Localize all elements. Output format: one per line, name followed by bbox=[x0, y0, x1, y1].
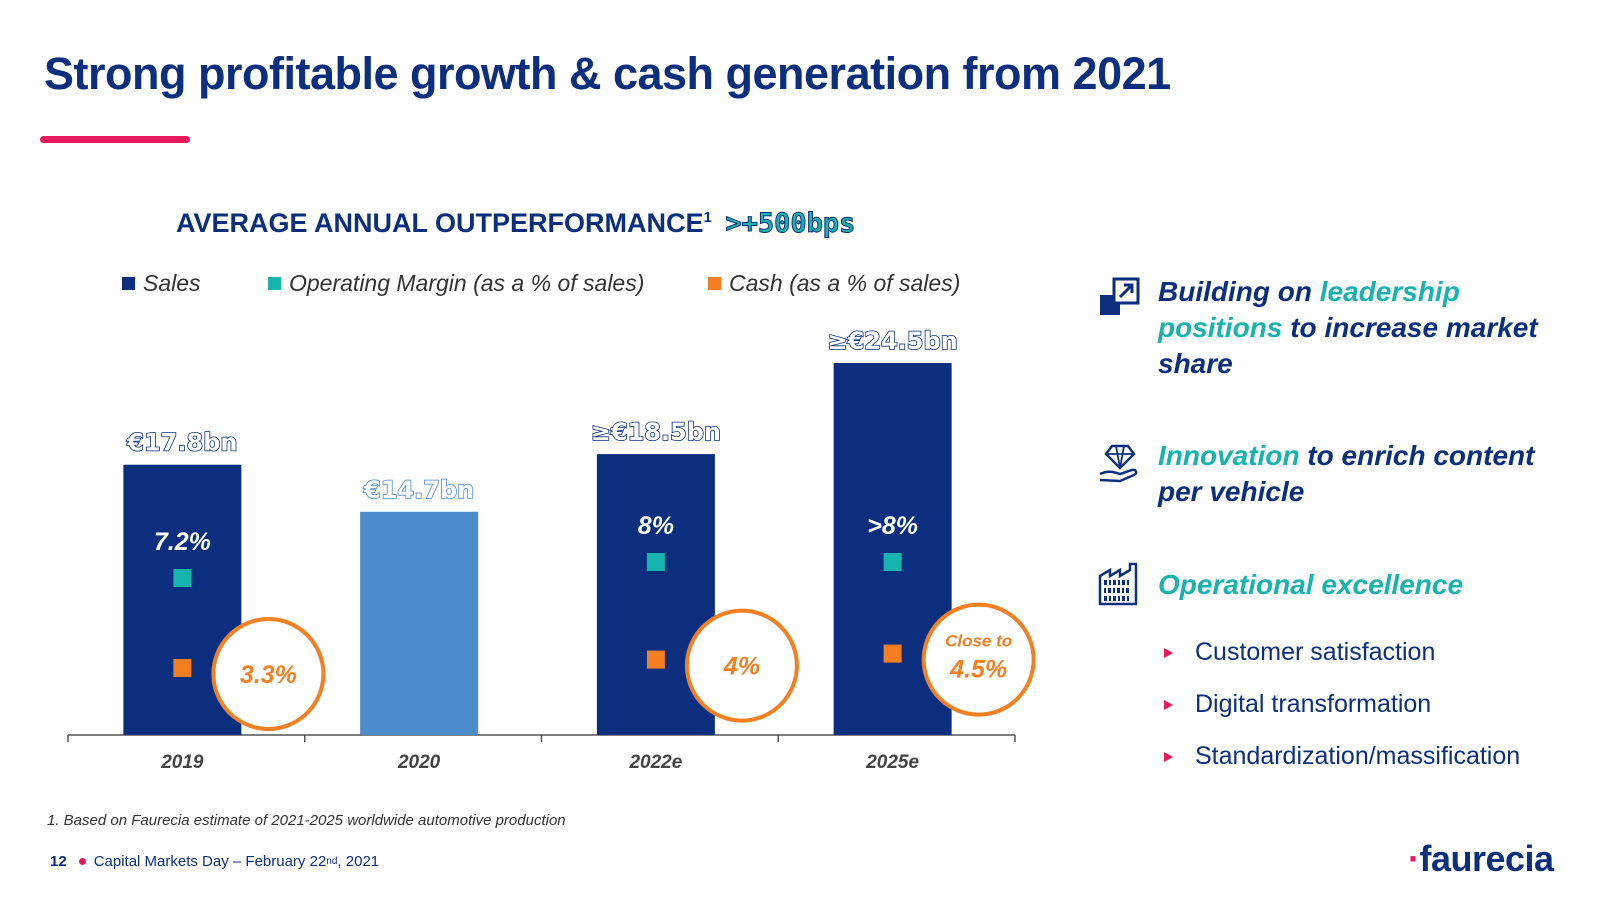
marker-cash bbox=[883, 644, 902, 663]
cash-callout-circle bbox=[921, 602, 1036, 717]
marker-cash bbox=[646, 650, 665, 669]
marker-cash bbox=[173, 659, 192, 677]
sales-data-label: ≥€18.5bn bbox=[591, 418, 721, 446]
cash-label-prefix: Close to bbox=[945, 632, 1012, 651]
bullet-standardization: Standardization/massification bbox=[1164, 742, 1520, 771]
title-underline bbox=[40, 136, 190, 143]
digital-factory-icon bbox=[1098, 562, 1138, 606]
page-title: Strong profitable growth & cash generati… bbox=[44, 48, 1171, 99]
marker-operating-margin bbox=[646, 553, 665, 571]
page-number: 12 bbox=[50, 853, 67, 870]
cash-callout-circle bbox=[211, 617, 326, 731]
bullet-triangle-icon bbox=[1164, 699, 1173, 710]
x-tick-label: 2022e bbox=[628, 752, 682, 773]
bar-sales-2020 bbox=[360, 511, 479, 735]
legend-label-operating-margin: Operating Margin (as a % of sales) bbox=[289, 270, 645, 296]
operating-margin-label: 8% bbox=[638, 512, 674, 540]
innovation-text-accent: Innovation bbox=[1158, 440, 1300, 471]
footer-text-tail: , 2021 bbox=[337, 853, 380, 870]
operating-margin-label: 7.2% bbox=[154, 528, 211, 556]
leadership-text-accent: leadership positions bbox=[1158, 276, 1460, 343]
footer-text-sup: nd bbox=[326, 856, 338, 867]
legend-swatch-cash bbox=[708, 277, 721, 290]
chart-heading-text: AVERAGE ANNUAL OUTPERFORMANCE bbox=[176, 208, 704, 238]
bullet-text: Standardization/massification bbox=[1195, 742, 1521, 770]
sales-data-label: ≥€24.5bn bbox=[827, 327, 957, 355]
legend-item-operating-margin: Operating Margin (as a % of sales) bbox=[268, 270, 644, 297]
faurecia-logo: ·faurecia bbox=[1408, 838, 1555, 879]
legend-swatch-operating-margin bbox=[268, 277, 281, 290]
chart-heading-highlight: >+500bps bbox=[725, 208, 856, 240]
marker-operating-margin bbox=[883, 553, 902, 571]
sales-bar-chart: €17.8bn 2019 7.2% 3.3% €14.7bn 2020 ≥€18.5bn 20… bbox=[67, 326, 1036, 773]
bullet-text: Customer satisfaction bbox=[1195, 638, 1436, 666]
sales-data-label: €17.8bn bbox=[126, 429, 237, 457]
chart-heading: AVERAGE ANNUAL OUTPERFORMANCE1 >+500bps bbox=[176, 208, 856, 240]
cash-data-label: 3.3% bbox=[240, 661, 297, 689]
cash-data-label: 4% bbox=[723, 653, 760, 681]
leadership-text-post: to increase market share bbox=[1158, 312, 1538, 379]
footnote: 1. Based on Faurecia estimate of 2021-20… bbox=[47, 812, 566, 829]
cash-data-label: 4.5% bbox=[949, 656, 1007, 684]
leadership-text-pre: Building on bbox=[1158, 276, 1320, 307]
x-tick-label: 2025e bbox=[865, 752, 919, 773]
legend-item-cash: Cash (as a % of sales) bbox=[708, 270, 960, 297]
legend-swatch-sales bbox=[122, 277, 135, 290]
footer-dot-icon bbox=[78, 858, 86, 865]
marker-operating-margin bbox=[173, 569, 192, 587]
bullet-customer-satisfaction: Customer satisfaction bbox=[1164, 638, 1435, 667]
cash-callout-circle bbox=[684, 608, 799, 723]
operating-margin-label: >8% bbox=[867, 512, 918, 540]
x-tick-label: 2019 bbox=[160, 752, 204, 773]
right-panel-item-innovation: Innovation to enrich content per vehicle bbox=[1158, 438, 1578, 510]
bullet-text: Digital transformation bbox=[1195, 690, 1432, 718]
hand-diamond-icon bbox=[1099, 444, 1138, 483]
operational-text-accent: Operational excellence bbox=[1158, 569, 1464, 600]
innovation-text-post: to enrich content per vehicle bbox=[1158, 440, 1535, 507]
legend-item-sales: Sales bbox=[122, 270, 201, 297]
bullet-digital-transformation: Digital transformation bbox=[1164, 690, 1431, 719]
legend-label-sales: Sales bbox=[143, 270, 201, 296]
chart-heading-footnote-ref: 1 bbox=[703, 209, 712, 226]
x-tick-label: 2020 bbox=[397, 752, 441, 773]
footer-text: Capital Markets Day – February 22 bbox=[93, 853, 327, 870]
logo-text: faurecia bbox=[1419, 838, 1555, 879]
sales-data-label: €14.7bn bbox=[363, 476, 474, 504]
right-panel-item-operational-excellence: Operational excellence bbox=[1158, 567, 1578, 603]
bullet-triangle-icon bbox=[1164, 751, 1173, 762]
bullet-triangle-icon bbox=[1164, 647, 1173, 658]
right-panel-item-leadership: Building on leadership positions to incr… bbox=[1158, 274, 1578, 382]
legend-label-cash: Cash (as a % of sales) bbox=[729, 270, 961, 296]
share-growth-icon bbox=[1100, 277, 1140, 315]
